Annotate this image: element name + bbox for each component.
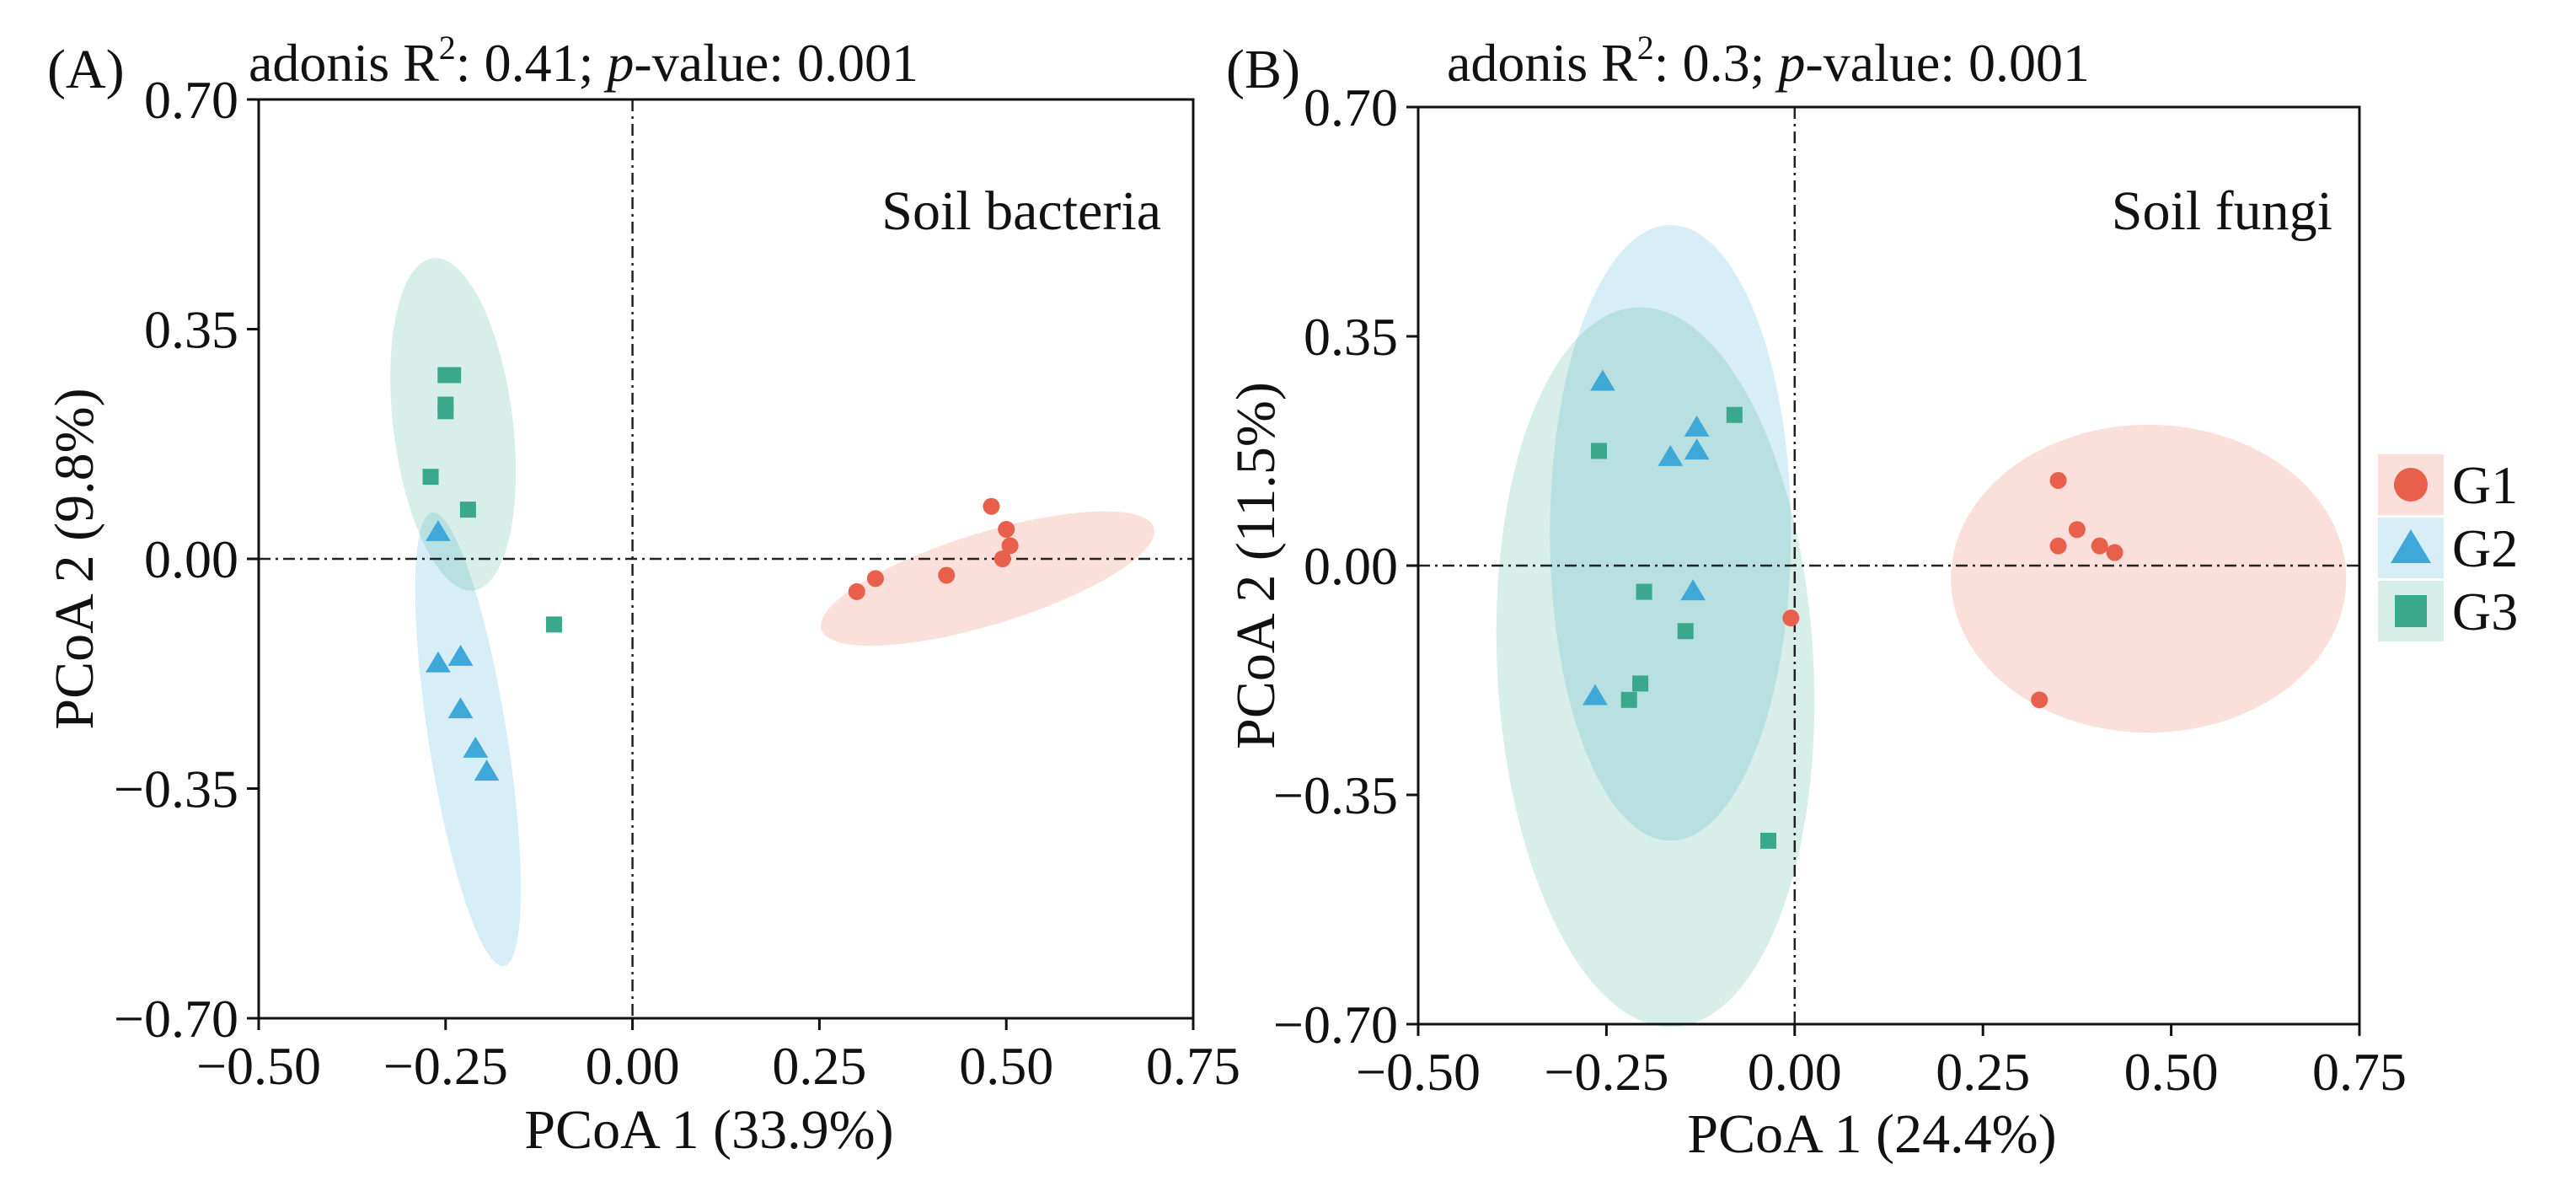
ellipse-g3 (390, 258, 517, 591)
panel-title: adonis R2: 0.41; p-value: 0.001 (249, 29, 918, 93)
x-tick-label: −0.25 (383, 1036, 508, 1096)
y-tick-label: −0.35 (1273, 765, 1398, 825)
point-g2 (426, 651, 451, 673)
y-tick-label: −0.70 (1273, 995, 1398, 1055)
point-g3 (1760, 832, 1777, 849)
title-suffix: -value: 0.001 (634, 33, 918, 93)
x-tick-label: 0.75 (1146, 1036, 1240, 1096)
point-g2 (1684, 438, 1710, 460)
point-g1 (1782, 609, 1800, 627)
point-g1 (2031, 691, 2048, 709)
x-tick-label: −0.50 (1356, 1042, 1481, 1102)
legend-marker-g2 (2391, 529, 2431, 563)
x-tick-label: −0.50 (196, 1036, 321, 1096)
title-superscript: 2 (1637, 29, 1654, 67)
point-g3 (437, 403, 454, 420)
point-g3 (445, 367, 462, 384)
point-g1 (983, 497, 1000, 515)
point-g1 (993, 550, 1011, 567)
x-tick-label: −0.25 (1544, 1042, 1668, 1102)
title-prefix: adonis R (1447, 33, 1637, 93)
x-tick-label: 0.25 (772, 1036, 866, 1096)
point-g2 (1583, 684, 1608, 706)
legend-marker-g1 (2394, 468, 2428, 502)
y-axis-label: PCoA 2 (11.5%) (1225, 382, 1287, 749)
ellipse-g1 (1951, 424, 2347, 733)
point-g3 (1677, 623, 1694, 640)
y-tick-label: 0.00 (144, 529, 238, 589)
x-tick-label: 0.00 (1748, 1042, 1842, 1102)
point-g1 (2049, 537, 2067, 555)
panel-b: −0.50 −0.25 0.00 0.25 0.50 0.75 −0.70 −0.35 0.00… (1225, 29, 2407, 1165)
point-g2 (1658, 444, 1684, 466)
point-g3 (1632, 675, 1649, 692)
point-g2 (447, 697, 474, 719)
point-g1 (848, 582, 865, 600)
y-tick-label: 0.70 (1304, 78, 1398, 137)
point-g3 (1620, 691, 1637, 708)
legend-label-g2: G2 (2452, 518, 2518, 578)
point-g2 (474, 759, 500, 781)
point-g1 (866, 570, 884, 588)
legend-label-g1: G1 (2452, 455, 2518, 515)
title-stat: : 0.3; (1654, 33, 1779, 93)
point-g1 (2049, 471, 2067, 489)
point-g1 (2106, 544, 2123, 561)
point-g1 (998, 520, 1015, 538)
panel-a: −0.50 −0.25 0.00 0.25 0.50 0.75 −0.70 −0.35 0.00… (44, 29, 1240, 1161)
x-tick-label: 0.75 (2312, 1042, 2407, 1102)
point-g1 (1001, 537, 1019, 555)
y-tick-label: 0.35 (144, 300, 238, 360)
y-tick-label: 0.00 (1304, 536, 1398, 596)
x-tick-label: 0.50 (959, 1036, 1053, 1096)
title-p: p (603, 33, 634, 93)
title-superscript: 2 (439, 29, 456, 67)
point-g3 (459, 502, 476, 518)
legend-marker-g3 (2395, 595, 2427, 627)
point-g3 (545, 616, 562, 633)
x-tick-label: 0.50 (2124, 1042, 2219, 1102)
x-tick-label: 0.25 (1936, 1042, 2030, 1102)
panel-annotation: Soil bacteria (881, 180, 1161, 242)
y-tick-label: 0.70 (144, 70, 238, 130)
panel-label: (A) (47, 39, 125, 100)
point-g2 (1680, 579, 1706, 601)
title-stat: : 0.41; (456, 33, 608, 93)
point-g3 (1636, 583, 1652, 600)
title-suffix: -value: 0.001 (1805, 33, 2090, 93)
point-g2 (1590, 369, 1615, 391)
ellipse-g2 (1550, 224, 1791, 841)
point-g2 (463, 736, 489, 758)
point-g1 (2091, 537, 2108, 555)
y-tick-label: 0.35 (1304, 307, 1398, 367)
ellipse-g1 (821, 511, 1154, 647)
point-g3 (1590, 443, 1607, 459)
point-g2 (426, 519, 451, 541)
title-prefix: adonis R (249, 33, 439, 93)
point-g1 (2068, 521, 2086, 539)
point-g2 (1684, 415, 1710, 437)
ellipse-g2 (415, 512, 522, 967)
y-axis-label: PCoA 2 (9.8%) (44, 388, 105, 729)
point-g1 (938, 566, 956, 584)
point-g3 (1726, 406, 1743, 423)
panel-label: (B) (1226, 39, 1300, 100)
point-g2 (447, 644, 474, 666)
point-g3 (422, 469, 439, 486)
title-p: p (1775, 33, 1805, 93)
x-axis-label: PCoA 1 (33.9%) (524, 1099, 893, 1161)
panel-annotation: Soil fungi (2112, 180, 2332, 242)
x-axis-label: PCoA 1 (24.4%) (1687, 1103, 2056, 1165)
legend-label-g3: G3 (2452, 582, 2518, 641)
x-tick-label: 0.00 (586, 1036, 680, 1096)
ellipse-g3 (1496, 307, 1815, 1028)
y-tick-label: −0.35 (114, 759, 238, 819)
y-tick-label: −0.70 (114, 989, 238, 1049)
panel-title: adonis R2: 0.3; p-value: 0.001 (1447, 29, 2090, 93)
